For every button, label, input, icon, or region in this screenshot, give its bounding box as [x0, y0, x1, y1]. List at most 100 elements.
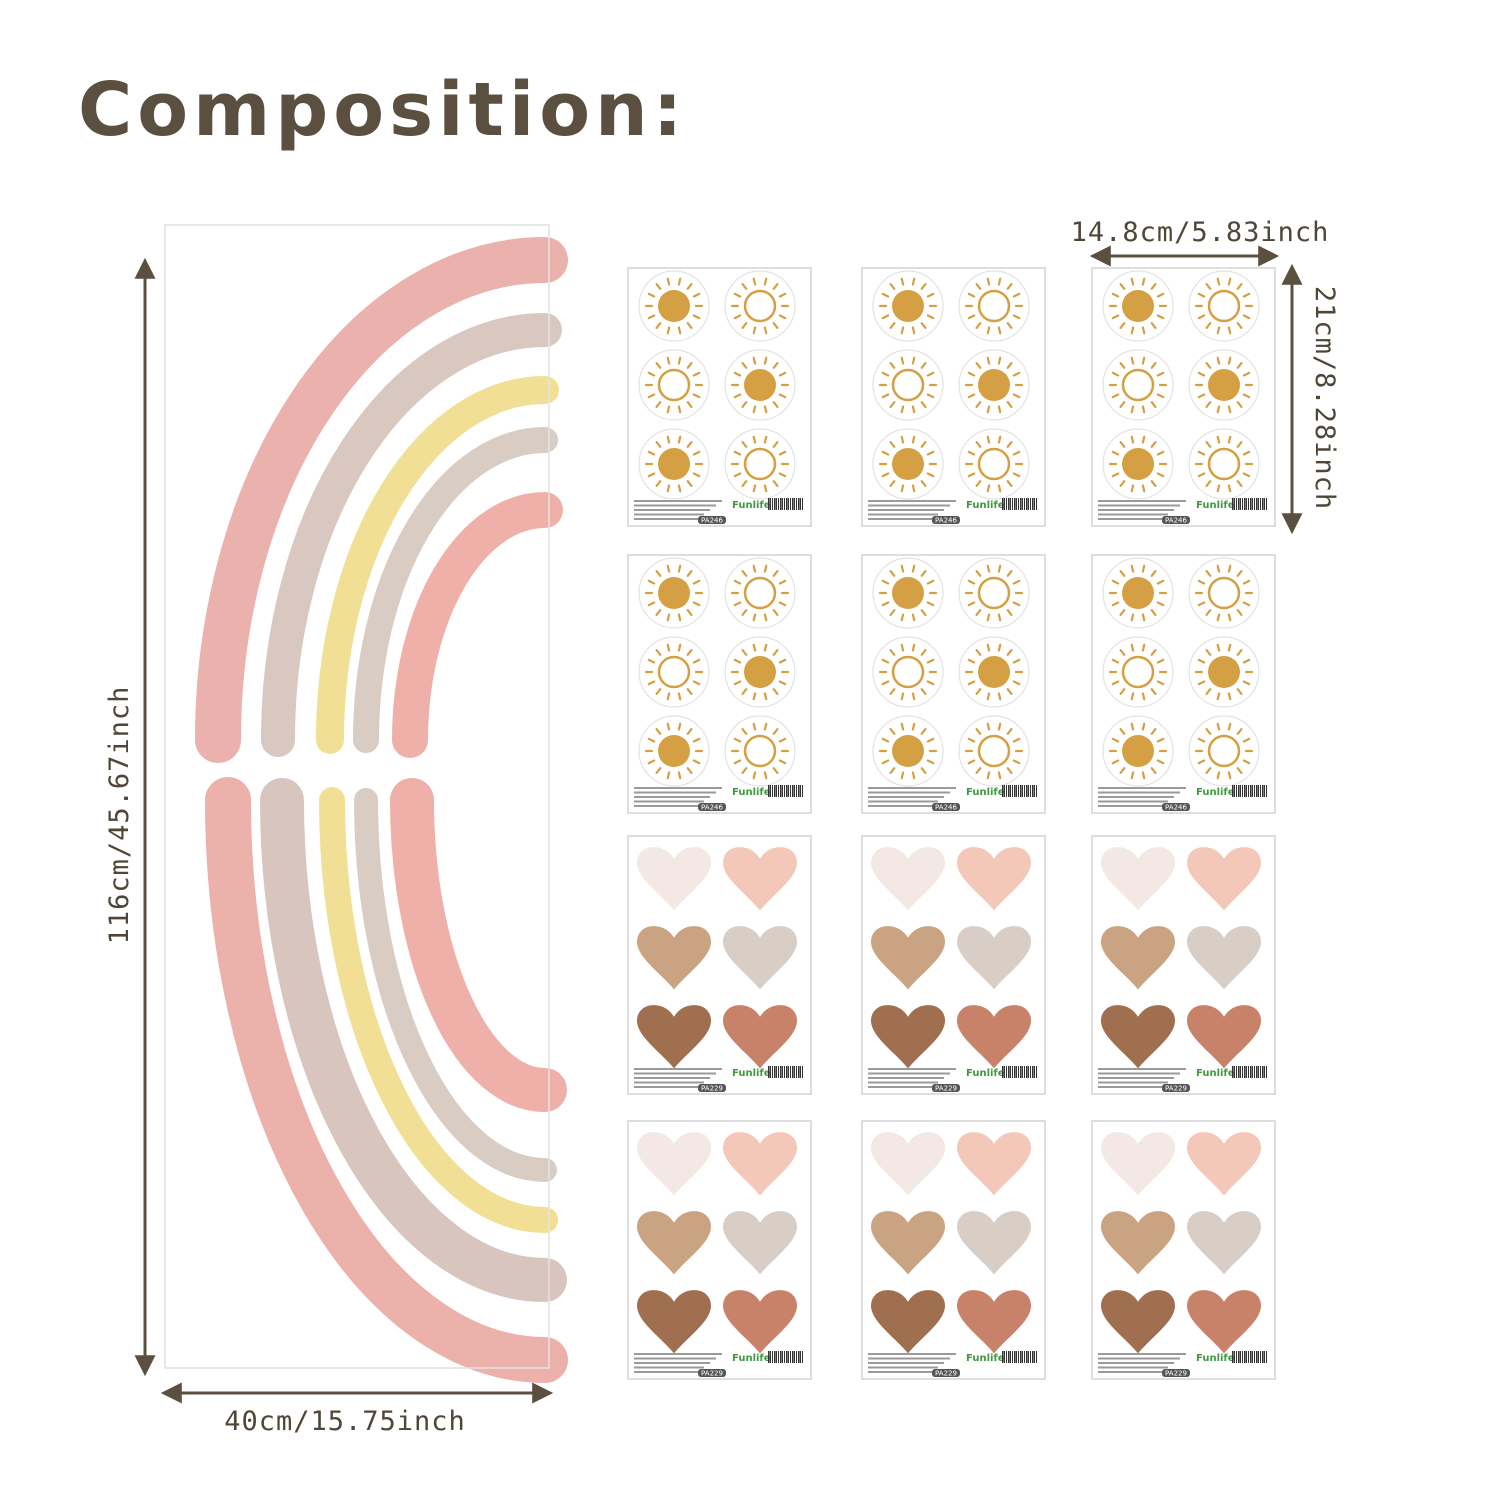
- sun-ray: [655, 767, 662, 774]
- sun-core: [1122, 448, 1154, 480]
- sun-ray: [733, 759, 742, 765]
- sun-ring: [1207, 734, 1241, 768]
- sun-ray: [647, 737, 656, 743]
- fine-print: [634, 1353, 722, 1355]
- barcode: [1256, 498, 1258, 510]
- sun-ray: [1242, 680, 1251, 686]
- title: Composition:: [78, 67, 687, 153]
- code-pill: [932, 516, 960, 524]
- sun-ray: [686, 609, 693, 616]
- sun-ray: [1197, 658, 1206, 664]
- barcode: [1026, 1351, 1028, 1363]
- sun-ray: [911, 405, 916, 414]
- fine-print: [1098, 1371, 1162, 1373]
- sun-ray: [975, 322, 982, 329]
- barcode: [1236, 785, 1237, 797]
- sun-ray: [1197, 601, 1206, 607]
- barcode: [1258, 785, 1259, 797]
- sun-ray: [920, 441, 927, 448]
- barcode: [1024, 498, 1025, 510]
- sun-ray: [647, 371, 656, 377]
- sun-ray: [686, 728, 693, 735]
- sun-ray: [1150, 649, 1157, 656]
- sun-ray: [677, 484, 682, 493]
- code-pill: [698, 1369, 726, 1377]
- barcode: [1266, 1351, 1267, 1363]
- sheet-code: PA246: [1165, 804, 1187, 812]
- barcode: [1002, 1066, 1004, 1078]
- sun-core: [1122, 577, 1154, 609]
- sun-ray: [889, 362, 896, 369]
- sun-ray: [920, 401, 927, 408]
- barcode: [1234, 1066, 1235, 1078]
- sun-ray: [911, 326, 916, 335]
- sun-ray: [1012, 314, 1021, 320]
- barcode: [1240, 498, 1241, 510]
- rainbow-width: 40cm/15.75inch: [224, 1406, 466, 1437]
- sun-ray: [967, 450, 976, 456]
- fine-print: [1098, 1086, 1162, 1088]
- sun-ray: [911, 356, 916, 365]
- sun-ray: [1227, 356, 1232, 365]
- sun-ray: [692, 737, 701, 743]
- fine-print: [634, 800, 704, 803]
- barcode: [1036, 1066, 1037, 1078]
- barcode: [1004, 785, 1005, 797]
- sun-ray: [733, 292, 742, 298]
- sun-ray: [647, 658, 656, 664]
- sun-ray: [772, 728, 779, 735]
- barcode: [1232, 785, 1234, 797]
- barcode: [1024, 1066, 1025, 1078]
- barcode: [1248, 1351, 1249, 1363]
- sun-ray: [1111, 393, 1120, 399]
- sun-ray: [900, 771, 905, 780]
- sun-ray: [647, 601, 656, 607]
- sun-ring: [1121, 368, 1155, 402]
- sun-ray: [1130, 326, 1135, 335]
- sun-ray: [1119, 688, 1126, 695]
- brand: Funlife: [732, 1068, 771, 1079]
- sun-ray: [647, 393, 656, 399]
- barcode: [1036, 1351, 1037, 1363]
- sun-ray: [900, 326, 905, 335]
- barcode: [1258, 1066, 1259, 1078]
- sun-ray: [1111, 737, 1120, 743]
- sun-ray: [752, 435, 757, 444]
- sun-ring: [977, 576, 1011, 610]
- sun-ray: [733, 737, 742, 743]
- sun-ray: [1150, 441, 1157, 448]
- heart-sticker: [634, 1003, 714, 1072]
- sun-ray: [900, 692, 905, 701]
- sun-ray: [1130, 405, 1135, 414]
- sun-ray: [1236, 322, 1243, 329]
- sticker-outline: [1102, 349, 1174, 421]
- barcode: [1262, 498, 1264, 510]
- sun-ring: [977, 447, 1011, 481]
- fine-print: [1098, 513, 1168, 516]
- sun-ray: [1156, 371, 1165, 377]
- sun-core: [1122, 290, 1154, 322]
- sticker-outline: [1188, 270, 1260, 342]
- sun-ray: [1197, 680, 1206, 686]
- sun-sheet: Funlife PA246: [861, 267, 1046, 527]
- sun-ray: [1150, 728, 1157, 735]
- sun-ray: [881, 658, 890, 664]
- sun-ray: [1205, 401, 1212, 408]
- sun-ray: [926, 472, 935, 478]
- fine-print: [634, 1357, 716, 1360]
- sun-ray: [997, 692, 1002, 701]
- barcode: [1248, 785, 1249, 797]
- sun-ray: [778, 658, 787, 664]
- barcode: [772, 785, 773, 797]
- barcode: [1250, 1066, 1252, 1078]
- barcode: [770, 1066, 771, 1078]
- sun-ray: [1119, 649, 1126, 656]
- sun-ray: [1006, 609, 1013, 616]
- barcode: [788, 1351, 789, 1363]
- sun-ray: [975, 649, 982, 656]
- barcode: [1028, 1351, 1029, 1363]
- sun-ray: [741, 649, 748, 656]
- heart-sheet: Funlife PA229: [861, 1120, 1046, 1380]
- sun-ray: [1242, 759, 1251, 765]
- barcode: [1264, 1351, 1265, 1363]
